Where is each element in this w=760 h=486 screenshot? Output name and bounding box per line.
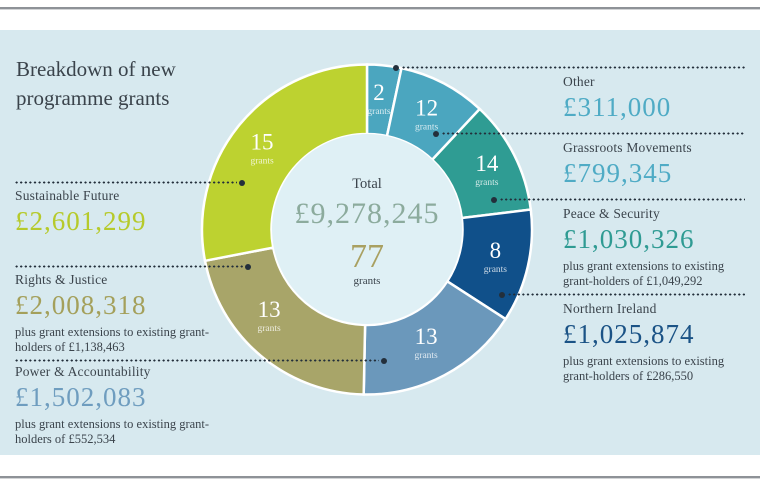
- segment-grants-word-grassroots-movements: grants: [415, 122, 439, 132]
- segment-name: Power & Accountability: [15, 364, 151, 379]
- segment-amount: £1,030,326: [563, 224, 695, 254]
- segment-grants-word-sustainable-future: grants: [250, 156, 274, 166]
- segment-grants-word-rights-justice: grants: [257, 324, 281, 334]
- leader-dot-other: [393, 64, 399, 71]
- total-label: Total: [352, 176, 382, 192]
- leader-dot-peace-security: [491, 196, 497, 203]
- leader-dot-power-accountability: [381, 357, 387, 364]
- segment-amount: £311,000: [563, 92, 672, 122]
- leader-dot-northern-ireland: [499, 291, 505, 298]
- segment-amount: £1,025,874: [563, 319, 695, 349]
- segment-amount: £799,345: [563, 158, 673, 188]
- leader-line-northern-ireland: [499, 291, 745, 298]
- donut-center: Total £9,278,245 77 grants: [272, 134, 462, 324]
- segment-grants-word-northern-ireland: grants: [484, 265, 508, 275]
- callout-peace-security: Peace & Security £1,030,326 plus grant e…: [563, 206, 753, 289]
- leader-line-other: [393, 64, 745, 71]
- leader-dot-grassroots-movements: [433, 130, 439, 137]
- leader-dot-sustainable-future: [239, 179, 245, 186]
- segment-name: Northern Ireland: [563, 301, 657, 316]
- callout-northern-ireland: Northern Ireland £1,025,874 plus grant e…: [563, 301, 753, 384]
- callout-power-accountability: Power & Accountability £1,502,083 plus g…: [15, 364, 247, 447]
- segment-grants-count-rights-justice: 13: [258, 297, 281, 322]
- segment-note: plus grant extensions to existing grant-…: [563, 354, 725, 383]
- segment-grants-word-peace-security: grants: [475, 178, 499, 188]
- callout-other: Other £311,000: [563, 74, 748, 122]
- segment-grants-word-power-accountability: grants: [415, 351, 439, 361]
- callout-rights-justice: Rights & Justice £2,008,318 plus grant e…: [15, 272, 247, 355]
- segment-amount: £2,601,299: [15, 206, 147, 236]
- segment-name: Sustainable Future: [15, 188, 120, 203]
- total-grants-count: 77: [350, 238, 384, 275]
- leader-line-grassroots-movements: [433, 130, 745, 137]
- total-amount: £9,278,245: [294, 197, 440, 230]
- leader-line-rights-justice: [15, 263, 251, 270]
- leader-dot-rights-justice: [245, 263, 251, 270]
- bottom-divider-line: [0, 476, 760, 479]
- segment-grants-count-northern-ireland: 8: [490, 238, 502, 263]
- total-grants-word: grants: [353, 275, 381, 287]
- page-title: Breakdown of new programme grants: [16, 55, 176, 113]
- segment-amount: £2,008,318: [15, 290, 147, 320]
- page-title-line-2: programme grants: [16, 86, 170, 110]
- segment-name: Rights & Justice: [15, 272, 108, 287]
- callout-grassroots-movements: Grassroots Movements £799,345: [563, 140, 753, 188]
- segment-grants-count-sustainable-future: 15: [251, 129, 274, 154]
- leader-line-peace-security: [491, 196, 745, 203]
- segment-name: Grassroots Movements: [563, 140, 692, 155]
- leader-line-power-accountability: [15, 357, 387, 364]
- segment-note: plus grant extensions to existing grant-…: [15, 325, 210, 354]
- segment-grants-count-other: 2: [373, 80, 385, 105]
- segment-name: Other: [563, 74, 595, 89]
- page-title-line-1: Breakdown of new: [16, 57, 176, 81]
- segment-grants-count-grassroots-movements: 12: [415, 95, 438, 120]
- segment-grants-count-power-accountability: 13: [415, 324, 438, 349]
- segment-amount: £1,502,083: [15, 382, 147, 412]
- callout-sustainable-future: Sustainable Future £2,601,299: [15, 188, 247, 236]
- segment-grants-word-other: grants: [367, 107, 391, 117]
- segment-grants-count-peace-security: 14: [475, 151, 499, 176]
- leader-line-sustainable-future: [15, 179, 245, 186]
- top-divider-line: [0, 7, 760, 10]
- segment-note: plus grant extensions to existing grant-…: [15, 417, 210, 446]
- segment-note: plus grant extensions to existing grant-…: [563, 259, 725, 288]
- segment-name: Peace & Security: [563, 206, 660, 221]
